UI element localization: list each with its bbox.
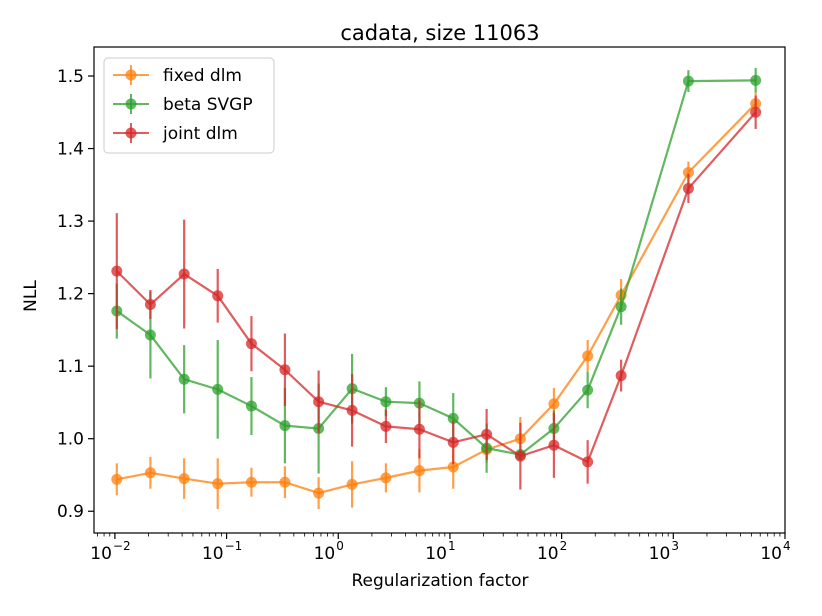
series-joint-dlm: [111, 95, 762, 490]
data-point-joint-dlm: [548, 439, 560, 451]
x-tick-label: 10 −1: [202, 539, 242, 564]
x-axis-label: Regularization factor: [351, 571, 528, 591]
data-point-fixed-dlm: [279, 476, 291, 488]
data-point-joint-dlm: [144, 299, 156, 311]
legend-entry-joint-dlm: joint dlm: [113, 123, 238, 144]
data-point-joint-dlm: [313, 396, 325, 408]
data-point-joint-dlm: [212, 290, 224, 302]
x-tick-exponent: 1: [448, 539, 456, 553]
data-point-joint-dlm: [447, 436, 459, 448]
x-tick-base: 10: [314, 544, 336, 564]
data-point-fixed-dlm: [582, 350, 594, 362]
data-point-fixed-dlm: [111, 473, 123, 485]
data-point-beta-svgp: [750, 74, 762, 86]
legend: fixed dlm beta SVGP joint dlm: [103, 57, 275, 154]
y-tick-label: 1.3: [57, 212, 84, 232]
x-tick-base: 10: [425, 544, 447, 564]
data-point-fixed-dlm: [245, 476, 257, 488]
legend-entry-fixed-dlm: fixed dlm: [113, 65, 242, 86]
y-tick-label: 1.4: [57, 140, 84, 160]
data-point-fixed-dlm: [313, 487, 325, 499]
x-tick-label: 10 −2: [90, 539, 130, 564]
data-point-fixed-dlm: [548, 398, 560, 410]
data-point-fixed-dlm: [380, 472, 392, 484]
data-point-beta-svgp: [178, 373, 190, 385]
legend-label-joint-dlm: joint dlm: [162, 124, 238, 144]
series-line-beta-svgp: [116, 79, 756, 456]
data-point-joint-dlm: [682, 182, 694, 194]
data-point-beta-svgp: [212, 383, 224, 395]
data-point-beta-svgp: [582, 384, 594, 396]
legend-marker-joint-dlm: [125, 127, 137, 139]
plot-area: 0.91.01.11.21.31.41.510 −2 10 −1 10 0 10 1 10 2 10…: [57, 46, 791, 564]
x-tick-label: 10 2: [537, 539, 567, 564]
data-point-fixed-dlm: [447, 461, 459, 473]
x-tick-exponent: 0: [336, 539, 344, 553]
x-tick-base: 10: [649, 544, 671, 564]
y-tick-label: 0.9: [57, 502, 84, 522]
data-point-joint-dlm: [413, 423, 425, 435]
data-point-joint-dlm: [346, 404, 358, 416]
legend-box: [103, 57, 275, 154]
data-point-fixed-dlm: [682, 166, 694, 178]
x-tick-base: 10: [760, 544, 782, 564]
x-tick-base: 10: [90, 544, 112, 564]
series-line-joint-dlm: [116, 111, 757, 464]
data-point-beta-svgp: [380, 396, 392, 408]
y-tick-label: 1.0: [57, 430, 84, 450]
legend-marker-fixed-dlm: [125, 69, 137, 81]
x-tick-label: 10 4: [760, 539, 790, 564]
x-tick-label: 10 3: [649, 539, 679, 564]
data-point-beta-svgp: [615, 301, 627, 313]
legend-marker-beta-svgp: [125, 98, 137, 110]
data-point-fixed-dlm: [346, 478, 358, 490]
legend-entry-beta-svgp: beta SVGP: [113, 94, 253, 115]
data-point-joint-dlm: [111, 265, 123, 277]
legend-label-fixed-dlm: fixed dlm: [163, 66, 242, 86]
series-fixed-dlm: [111, 92, 762, 510]
data-point-beta-svgp: [682, 75, 694, 87]
y-tick-label: 1.5: [57, 67, 84, 87]
data-point-joint-dlm: [750, 106, 762, 118]
x-tick-exponent: 4: [783, 539, 791, 553]
data-point-joint-dlm: [615, 370, 627, 382]
x-tick-exponent: −1: [225, 539, 243, 553]
x-tick-label: 10 0: [314, 539, 344, 564]
y-tick-label: 1.1: [57, 357, 84, 377]
series-line-fixed-dlm: [116, 102, 757, 495]
data-point-fixed-dlm: [212, 478, 224, 490]
data-point-joint-dlm: [582, 456, 594, 468]
data-point-fixed-dlm: [144, 467, 156, 479]
y-axis-label: NLL: [21, 280, 41, 312]
data-point-joint-dlm: [245, 338, 257, 350]
x-tick-exponent: −2: [113, 539, 131, 553]
data-point-joint-dlm: [380, 420, 392, 432]
x-tick-label: 10 1: [425, 539, 455, 564]
data-point-beta-svgp: [447, 412, 459, 424]
data-point-beta-svgp: [144, 329, 156, 341]
x-tick-exponent: 3: [671, 539, 679, 553]
data-point-joint-dlm: [279, 364, 291, 376]
data-point-joint-dlm: [481, 428, 493, 440]
x-tick-base: 10: [202, 544, 224, 564]
y-tick-label: 1.2: [57, 285, 84, 305]
data-point-joint-dlm: [178, 268, 190, 280]
legend-label-beta-svgp: beta SVGP: [163, 95, 253, 115]
x-tick-base: 10: [537, 544, 559, 564]
data-point-beta-svgp: [279, 420, 291, 432]
data-point-joint-dlm: [514, 450, 526, 462]
data-point-fixed-dlm: [178, 473, 190, 485]
x-tick-exponent: 2: [560, 539, 568, 553]
data-point-fixed-dlm: [413, 465, 425, 477]
data-point-beta-svgp: [245, 400, 257, 412]
chart-title: cadata, size 11063: [340, 21, 539, 45]
